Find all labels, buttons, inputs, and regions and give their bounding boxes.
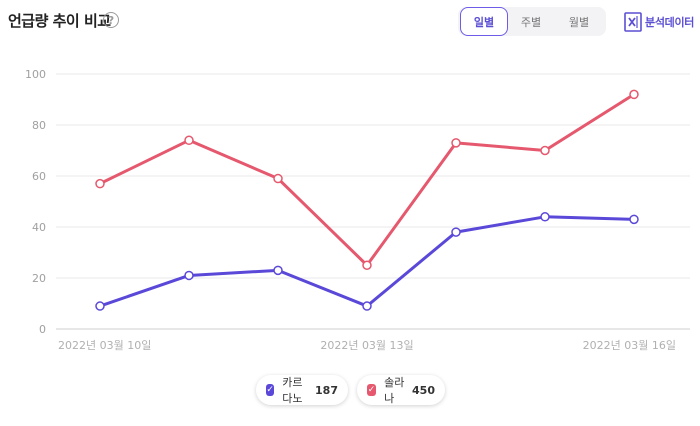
legend-item-cardano[interactable]: ✓ 카르다노 187 — [256, 375, 348, 405]
export-label: 분석데이터 — [645, 16, 695, 29]
data-point — [273, 173, 283, 184]
data-point — [540, 212, 550, 222]
chart-title: 언급량 추이 비교 — [8, 12, 111, 30]
y-tick-label: 0 — [39, 323, 46, 336]
chart-header: 언급량 추이 비교 ? 일별 주별 월별 분석데이터 — [0, 0, 700, 44]
x-tick-label: 2022년 03월 16일 — [583, 338, 676, 352]
data-point — [540, 145, 550, 156]
export-button[interactable]: 분석데이터 — [624, 11, 694, 33]
legend-count: 450 — [412, 383, 435, 397]
checkbox-icon: ✓ — [367, 384, 377, 396]
y-tick-label: 40 — [32, 221, 46, 234]
data-point — [629, 89, 639, 100]
series-line — [98, 92, 636, 267]
y-tick-label: 60 — [32, 170, 46, 183]
tab-weekly[interactable]: 주별 — [520, 15, 542, 29]
legend-label: 솔라나 — [384, 376, 405, 405]
legend-label: 카르다노 — [282, 376, 303, 405]
help-icon[interactable]: ? — [103, 12, 119, 28]
data-point — [451, 227, 461, 237]
tab-daily[interactable]: 일별 — [460, 7, 508, 36]
data-point — [95, 301, 105, 311]
checkbox-icon: ✓ — [266, 384, 275, 396]
period-toggle: 일별 주별 월별 — [458, 7, 606, 36]
data-point — [184, 135, 194, 146]
data-point — [362, 301, 372, 311]
x-tick-label: 2022년 03월 10일 — [58, 338, 151, 352]
tab-monthly[interactable]: 월별 — [568, 15, 590, 29]
y-tick-label: 100 — [25, 68, 46, 81]
data-point — [184, 270, 194, 281]
legend-count: 187 — [315, 383, 338, 397]
legend-item-solana[interactable]: ✓ 솔라나 450 — [357, 375, 445, 405]
data-point — [95, 178, 105, 189]
y-tick-label: 80 — [32, 119, 46, 132]
data-point — [629, 214, 639, 225]
data-point — [362, 260, 372, 270]
y-tick-label: 20 — [32, 272, 46, 285]
x-tick-label: 2022년 03월 13일 — [320, 338, 413, 352]
excel-icon — [624, 12, 642, 32]
data-point — [451, 138, 461, 148]
data-point — [273, 265, 283, 276]
